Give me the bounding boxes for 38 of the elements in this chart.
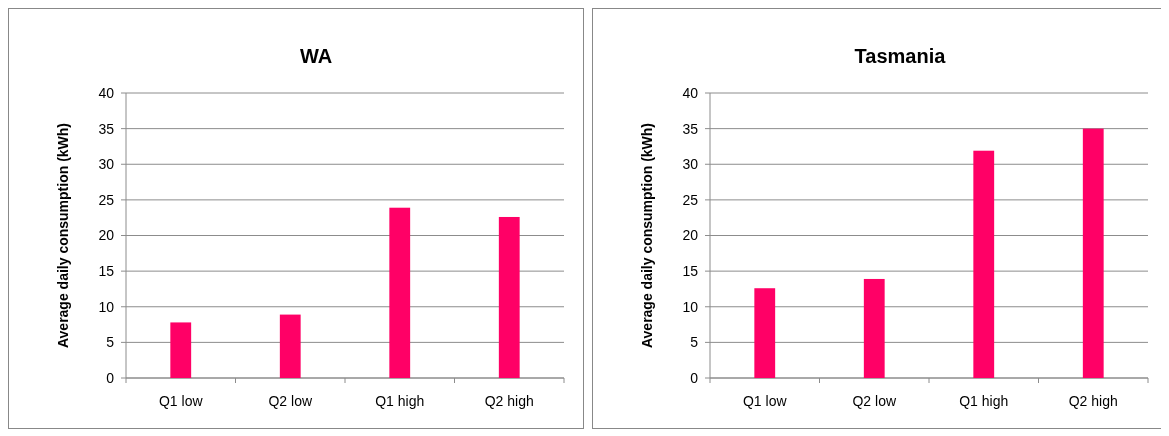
x-tick-label: Q2 low <box>268 393 313 409</box>
y-tick-label: 30 <box>98 156 115 173</box>
y-tick-label: 25 <box>98 191 115 208</box>
y-tick-label: 30 <box>682 156 699 173</box>
y-tick-label: 5 <box>690 334 699 351</box>
x-tick-label: Q1 low <box>158 393 204 409</box>
y-tick-label: 35 <box>682 120 699 137</box>
bar <box>170 322 192 378</box>
x-tick-label: Q2 high <box>484 393 534 409</box>
y-tick-label: 40 <box>682 84 699 101</box>
bar <box>1082 128 1104 378</box>
x-tick-label: Q1 low <box>742 393 788 409</box>
y-axis-title: Average daily consumption (kWh) <box>639 122 655 349</box>
bar <box>498 216 520 378</box>
x-tick-label: Q1 high <box>959 393 1009 409</box>
y-tick-label: 35 <box>98 120 115 137</box>
x-tick-label: Q2 high <box>1068 393 1118 409</box>
y-tick-label: 20 <box>682 227 699 244</box>
y-tick-label: 10 <box>682 298 699 315</box>
bar <box>863 278 885 378</box>
y-tick-label: 5 <box>106 334 115 351</box>
bar <box>973 150 995 378</box>
bar <box>389 207 411 378</box>
chart-title: WA <box>299 45 333 67</box>
chart-title: Tasmania <box>854 45 947 67</box>
y-tick-label: 20 <box>98 227 115 244</box>
y-tick-label: 0 <box>690 369 699 386</box>
x-tick-label: Q1 high <box>375 393 425 409</box>
y-tick-label: 40 <box>98 84 115 101</box>
bar <box>279 314 301 378</box>
y-tick-label: 0 <box>106 369 115 386</box>
y-tick-label: 25 <box>682 191 699 208</box>
y-axis-title: Average daily consumption (kWh) <box>55 122 71 349</box>
y-tick-label: 15 <box>98 263 115 280</box>
x-tick-label: Q2 low <box>852 393 897 409</box>
y-tick-label: 15 <box>682 263 699 280</box>
bar <box>754 288 776 378</box>
y-tick-label: 10 <box>98 298 115 315</box>
